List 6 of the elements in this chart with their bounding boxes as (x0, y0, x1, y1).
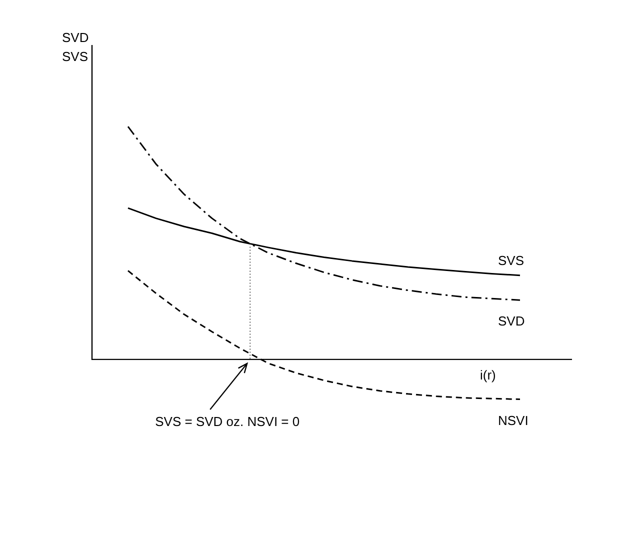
x-axis-title: i(r) (480, 368, 496, 383)
series-label: NSVI (498, 412, 528, 428)
text: SVS = SVD oz. NSVI = 0 (155, 414, 300, 430)
series-label: SVS (498, 252, 524, 268)
series-label: SVD (498, 314, 525, 329)
text: SVD SVS (62, 30, 89, 64)
